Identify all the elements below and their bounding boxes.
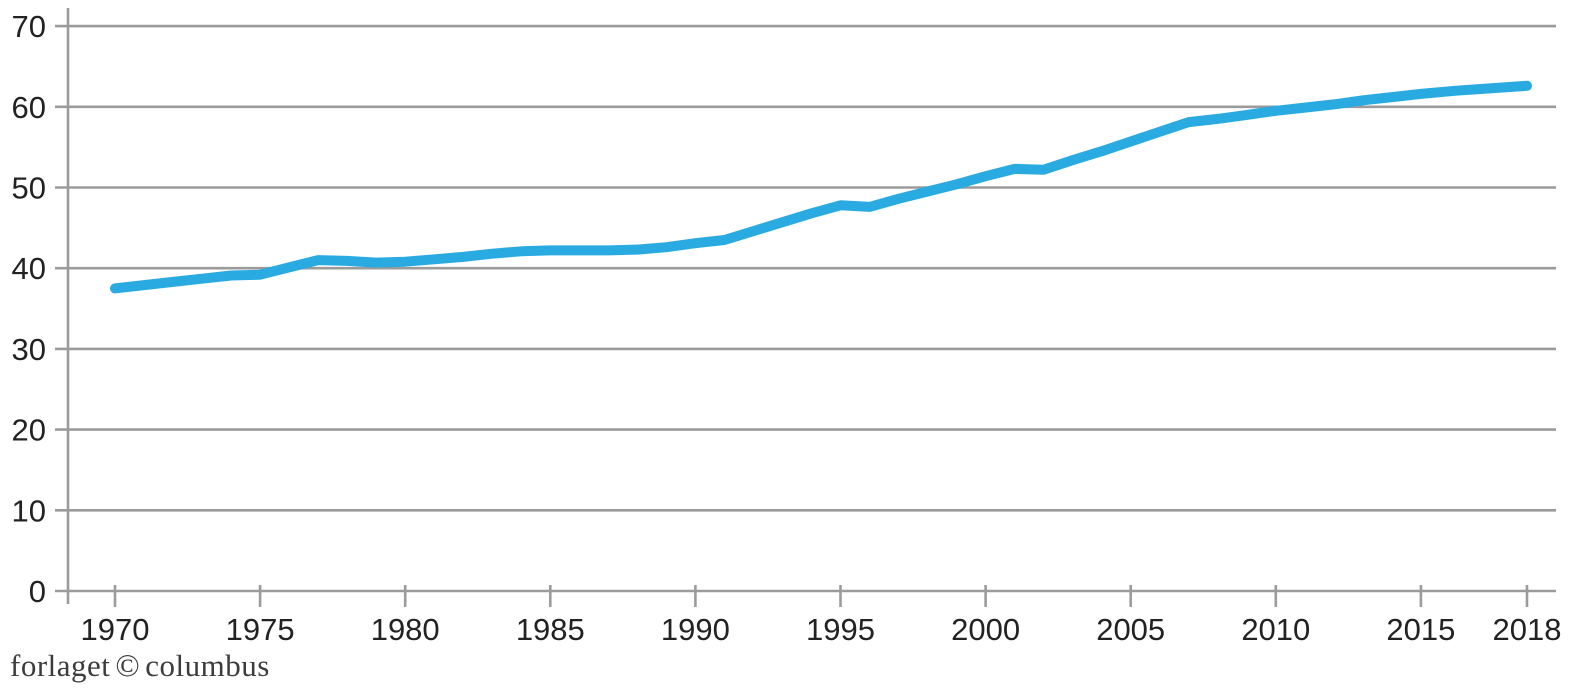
y-tick-label-60: 60: [12, 90, 46, 125]
x-tick-label-1975: 1975: [226, 612, 295, 647]
x-tick-label-1985: 1985: [516, 612, 585, 647]
y-tick-label-30: 30: [12, 332, 46, 367]
x-tick-label-2015: 2015: [1386, 612, 1455, 647]
y-tick-label-20: 20: [12, 413, 46, 448]
x-tick-label-2018: 2018: [1493, 612, 1562, 647]
x-tick-label-2010: 2010: [1241, 612, 1310, 647]
y-tick-label-50: 50: [12, 171, 46, 206]
x-tick-label-1990: 1990: [661, 612, 730, 647]
x-tick-label-2000: 2000: [951, 612, 1020, 647]
copyright-icon: ©: [115, 647, 141, 683]
publisher-logo: forlaget © columbus: [10, 645, 270, 686]
y-tick-label-40: 40: [12, 251, 46, 286]
y-tick-label-0: 0: [29, 574, 46, 609]
y-tick-label-10: 10: [12, 493, 46, 528]
data-line-series-1: [110, 80, 1532, 294]
x-tick-label-1980: 1980: [371, 612, 440, 647]
logo-text-columbus: columbus: [145, 648, 270, 683]
x-tick-label-1970: 1970: [81, 612, 150, 647]
x-tick-label-1995: 1995: [806, 612, 875, 647]
y-tick-label-70: 70: [12, 9, 46, 44]
x-tick-label-2005: 2005: [1096, 612, 1165, 647]
logo-text-forlaget: forlaget: [10, 648, 111, 683]
